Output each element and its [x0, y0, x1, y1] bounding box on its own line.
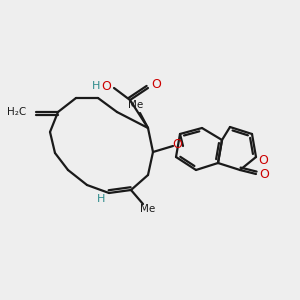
Text: Me: Me [140, 204, 156, 214]
Text: H: H [92, 81, 100, 91]
Text: O: O [172, 137, 182, 151]
Text: O: O [101, 80, 111, 92]
Text: O: O [259, 167, 269, 181]
Text: Me: Me [128, 100, 144, 110]
Text: H: H [97, 194, 105, 204]
Text: O: O [151, 79, 161, 92]
Text: O: O [258, 154, 268, 166]
Text: H₂C: H₂C [7, 107, 26, 117]
